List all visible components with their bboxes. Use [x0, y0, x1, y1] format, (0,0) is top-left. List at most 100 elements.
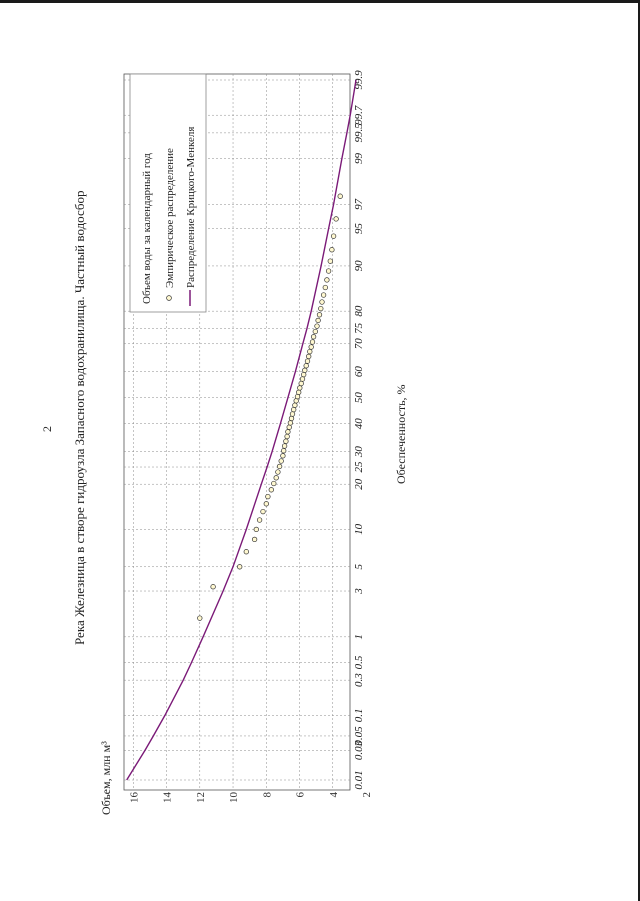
legend: Объем воды за календарный год Эмпирическо… [129, 73, 207, 313]
data-point [308, 344, 314, 350]
data-point [319, 299, 325, 305]
y-tick-label: 10 [228, 792, 240, 804]
x-tick-label: 70 [353, 338, 365, 350]
x-tick-label: 99.5 [353, 123, 365, 143]
x-tick-label: 50 [353, 392, 365, 404]
data-point [251, 536, 258, 543]
x-tick-label: 80 [353, 305, 365, 317]
y-tick-label: 2 [361, 792, 373, 798]
data-point [314, 323, 320, 329]
data-point [268, 487, 274, 493]
data-point [284, 433, 290, 440]
data-point [304, 358, 311, 364]
data-point [292, 402, 298, 408]
data-point [298, 380, 304, 387]
x-tick-label: 75 [353, 322, 365, 334]
data-point [263, 501, 269, 507]
data-point [325, 268, 332, 274]
x-tick-label: 3 [353, 588, 365, 595]
scan-border-top [0, 0, 640, 3]
data-point [286, 424, 292, 430]
x-tick-label: 99.7 [353, 105, 365, 125]
data-point [320, 292, 327, 298]
data-point [337, 193, 343, 199]
data-point [275, 469, 281, 475]
data-point [327, 258, 333, 264]
data-point [329, 247, 335, 253]
x-tick-label: 10 [353, 523, 365, 535]
data-point [299, 376, 306, 382]
legend-title: Объем воды за календарный год [141, 153, 153, 304]
y-tick-label: 16 [128, 792, 140, 804]
data-point [312, 328, 318, 335]
x-tick-label: 99.9 [353, 70, 365, 90]
data-point [273, 475, 279, 481]
data-point [260, 508, 266, 515]
data-point [253, 526, 259, 533]
x-tick-label: 60 [353, 366, 365, 378]
data-point [281, 448, 287, 454]
x-tick-label: 0.1 [353, 708, 365, 722]
data-point [302, 367, 308, 373]
data-point [322, 284, 328, 291]
x-tick-label: 97 [353, 198, 365, 210]
data-point [287, 420, 294, 426]
series-line-krizky-menkel [126, 79, 357, 781]
data-point [291, 406, 297, 413]
x-tick-label: 40 [353, 418, 365, 430]
data-point [285, 429, 291, 435]
x-tick-label: 95 [353, 223, 365, 235]
y-tick-label: 8 [261, 792, 273, 798]
data-point [197, 615, 203, 621]
x-tick-label: 20 [353, 478, 365, 490]
data-point [315, 317, 321, 324]
x-tick-label: 1 [353, 634, 365, 640]
data-point [296, 389, 302, 395]
scan-border-right [638, 0, 640, 901]
legend-entry-krizky-menkel: Распределение Крицкого-Менкеля [185, 127, 197, 288]
data-point [278, 458, 284, 464]
x-tick-label: 0.5 [353, 655, 365, 669]
x-tick-label: 99 [353, 153, 365, 165]
x-tick-label: 25 [353, 461, 365, 473]
data-point [309, 339, 316, 345]
data-point [333, 216, 339, 222]
data-point [301, 371, 307, 378]
x-tick-label: 30 [353, 446, 365, 459]
y-tick-label: 6 [295, 792, 307, 798]
data-point [256, 517, 263, 523]
legend-point-marker [166, 295, 172, 301]
data-point [243, 549, 249, 555]
data-point [280, 453, 286, 459]
data-point [297, 385, 303, 391]
data-point [303, 363, 309, 369]
x-tick-label: 0.03 [353, 740, 365, 760]
data-point [330, 233, 337, 239]
y-tick-label: 12 [195, 792, 207, 803]
data-point [310, 334, 317, 340]
y-tick-label: 14 [162, 792, 174, 804]
data-point [271, 480, 277, 487]
x-tick-label: 5 [353, 564, 365, 570]
data-point [324, 277, 330, 283]
y-tick-label: 4 [328, 792, 340, 798]
data-point [318, 305, 324, 312]
data-point [281, 443, 288, 449]
data-point [289, 411, 296, 417]
data-point [237, 564, 243, 570]
legend-entry-empirical: Эмпирическое распределение [164, 148, 176, 288]
x-tick-label: 90 [353, 260, 365, 272]
plot-frame [123, 73, 351, 791]
data-point [307, 348, 313, 355]
data-point [283, 438, 289, 444]
data-point [265, 493, 271, 500]
x-tick-label: 0.3 [353, 673, 365, 687]
data-point [210, 584, 216, 590]
data-point [306, 353, 312, 360]
data-point [316, 312, 323, 318]
data-point [294, 393, 301, 400]
x-tick-label: 0.01 [353, 770, 365, 789]
x-tick-label: 0.05 [353, 726, 365, 746]
data-point [276, 463, 283, 470]
